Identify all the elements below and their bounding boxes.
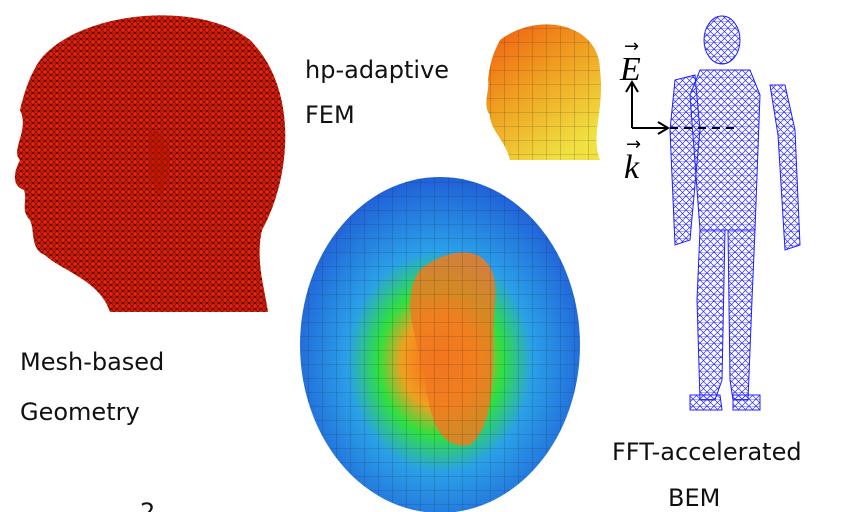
e-vector-arrow: →	[624, 36, 639, 57]
ellipse-mesh	[300, 177, 580, 512]
k-vector-arrow: →	[626, 134, 641, 155]
fem-ellipse	[300, 177, 580, 512]
mesh-subtitle: Geometry	[20, 398, 140, 426]
fem-head-mesh	[486, 24, 601, 160]
fft-subtitle: BEM	[668, 484, 720, 512]
fft-title: FFT-accelerated	[612, 438, 802, 466]
page-number: 2	[140, 498, 155, 512]
hp-title: hp-adaptive	[305, 56, 449, 84]
body-part	[697, 230, 725, 400]
bem-body	[670, 16, 800, 410]
mesh-title: Mesh-based	[20, 348, 164, 376]
body-part	[704, 16, 740, 64]
body-part	[690, 395, 722, 410]
hp-subtitle: FEM	[305, 101, 355, 129]
body-part	[770, 85, 800, 250]
page: {"labels": {"hp_title": "hp-adaptive", "…	[0, 0, 841, 512]
body-part	[733, 395, 760, 410]
body-part	[728, 230, 755, 400]
body-part	[690, 70, 760, 230]
fem-head	[486, 24, 601, 160]
red-head-mesh	[15, 15, 285, 312]
body-part	[670, 75, 700, 245]
slide: E → k → hp-adaptive FEM Mesh-based Geome…	[0, 0, 841, 512]
